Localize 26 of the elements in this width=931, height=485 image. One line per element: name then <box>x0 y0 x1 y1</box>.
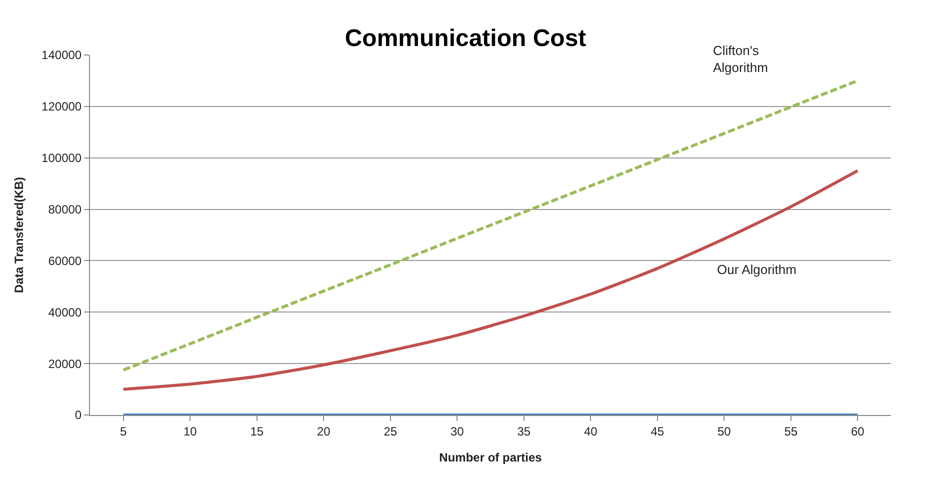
x-axis-title: Number of parties <box>439 450 542 464</box>
chart-title: Communication Cost <box>344 24 586 52</box>
y-tick-label: 0 <box>74 408 82 422</box>
y-tick-label: 100000 <box>42 151 82 166</box>
x-tick-label: 20 <box>316 424 331 438</box>
x-tick-label: 40 <box>584 424 598 438</box>
y-tick-label: 120000 <box>42 100 82 114</box>
x-tick-label: 55 <box>784 424 798 438</box>
y-tick-label: 20000 <box>48 356 82 371</box>
line-series <box>122 169 860 391</box>
x-tick-label: 35 <box>517 424 531 438</box>
x-tick-label: 30 <box>450 424 464 438</box>
x-tick-label: 45 <box>650 424 664 438</box>
y-tick-label: 80000 <box>48 202 82 216</box>
x-tick-label: 50 <box>717 424 732 438</box>
y-tick-label: 140000 <box>42 48 82 62</box>
x-tick-label: 5 <box>120 424 128 438</box>
x-tick-label: 60 <box>850 424 865 438</box>
x-tick-label: 25 <box>384 424 398 438</box>
y-axis-title: Data Transfered(KB) <box>12 176 26 294</box>
y-tick-label: 60000 <box>48 254 82 268</box>
annotation: Clifton's Algorithm <box>713 43 768 75</box>
annotation: Our Algorithm <box>717 262 796 277</box>
x-tick-label: 10 <box>183 424 198 438</box>
y-tick-label: 40000 <box>48 305 82 320</box>
x-tick-label: 15 <box>250 424 264 438</box>
